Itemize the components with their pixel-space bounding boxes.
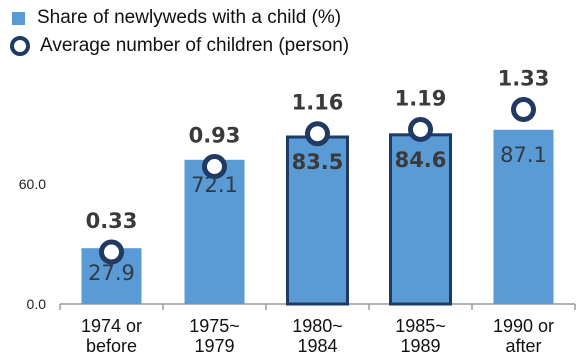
x-category-label-1-line-1: 1979 — [194, 336, 234, 356]
legend-label-markers: Average number of children (person) — [40, 35, 350, 56]
x-category-label-4-line-1: after — [505, 336, 541, 356]
marker-1 — [202, 154, 227, 179]
legend-label-bars: Share of newlyweds with a child (%) — [37, 7, 342, 28]
marker-value-label-1: 0.93 — [189, 124, 241, 148]
marker-value-label-2: 1.16 — [292, 91, 344, 115]
bar-value-label-3: 84.6 — [395, 148, 447, 172]
chart-legend: Share of newlyweds with a child (%) Aver… — [6, 4, 349, 60]
x-category-label-2-line-0: 1980~ — [292, 316, 343, 336]
legend-marker-swatch — [10, 36, 30, 56]
x-category-label-3-line-1: 1989 — [400, 336, 440, 356]
x-category-label-1-line-0: 1975~ — [189, 316, 240, 336]
marker-3 — [408, 116, 433, 142]
marker-4 — [511, 97, 536, 122]
y-tick-label-0: 0.0 — [27, 296, 47, 312]
marker-2 — [305, 121, 330, 147]
y-tick-label-1: 60.0 — [19, 176, 46, 192]
x-category-label-0-line-0: 1974 or — [81, 316, 142, 336]
marker-0 — [99, 239, 124, 265]
bar-4 — [493, 129, 554, 304]
marker-value-label-0: 0.33 — [86, 209, 138, 233]
marker-value-label-4: 1.33 — [498, 67, 550, 91]
bar-value-label-0: 27.9 — [88, 261, 135, 285]
x-category-label-2-line-1: 1984 — [297, 336, 337, 356]
bar-1 — [184, 159, 245, 304]
bar-value-label-2: 83.5 — [292, 150, 344, 174]
legend-entry-bars: Share of newlyweds with a child (%) — [6, 4, 349, 32]
x-category-label-0-line-1: before — [86, 336, 137, 356]
legend-bar-swatch — [12, 11, 25, 25]
x-category-label-4-line-0: 1990 or — [493, 316, 554, 336]
bar-value-label-4: 87.1 — [500, 143, 547, 167]
x-category-label-3-line-0: 1985~ — [395, 316, 446, 336]
marker-value-label-3: 1.19 — [395, 86, 447, 110]
legend-entry-markers: Average number of children (person) — [6, 32, 349, 60]
